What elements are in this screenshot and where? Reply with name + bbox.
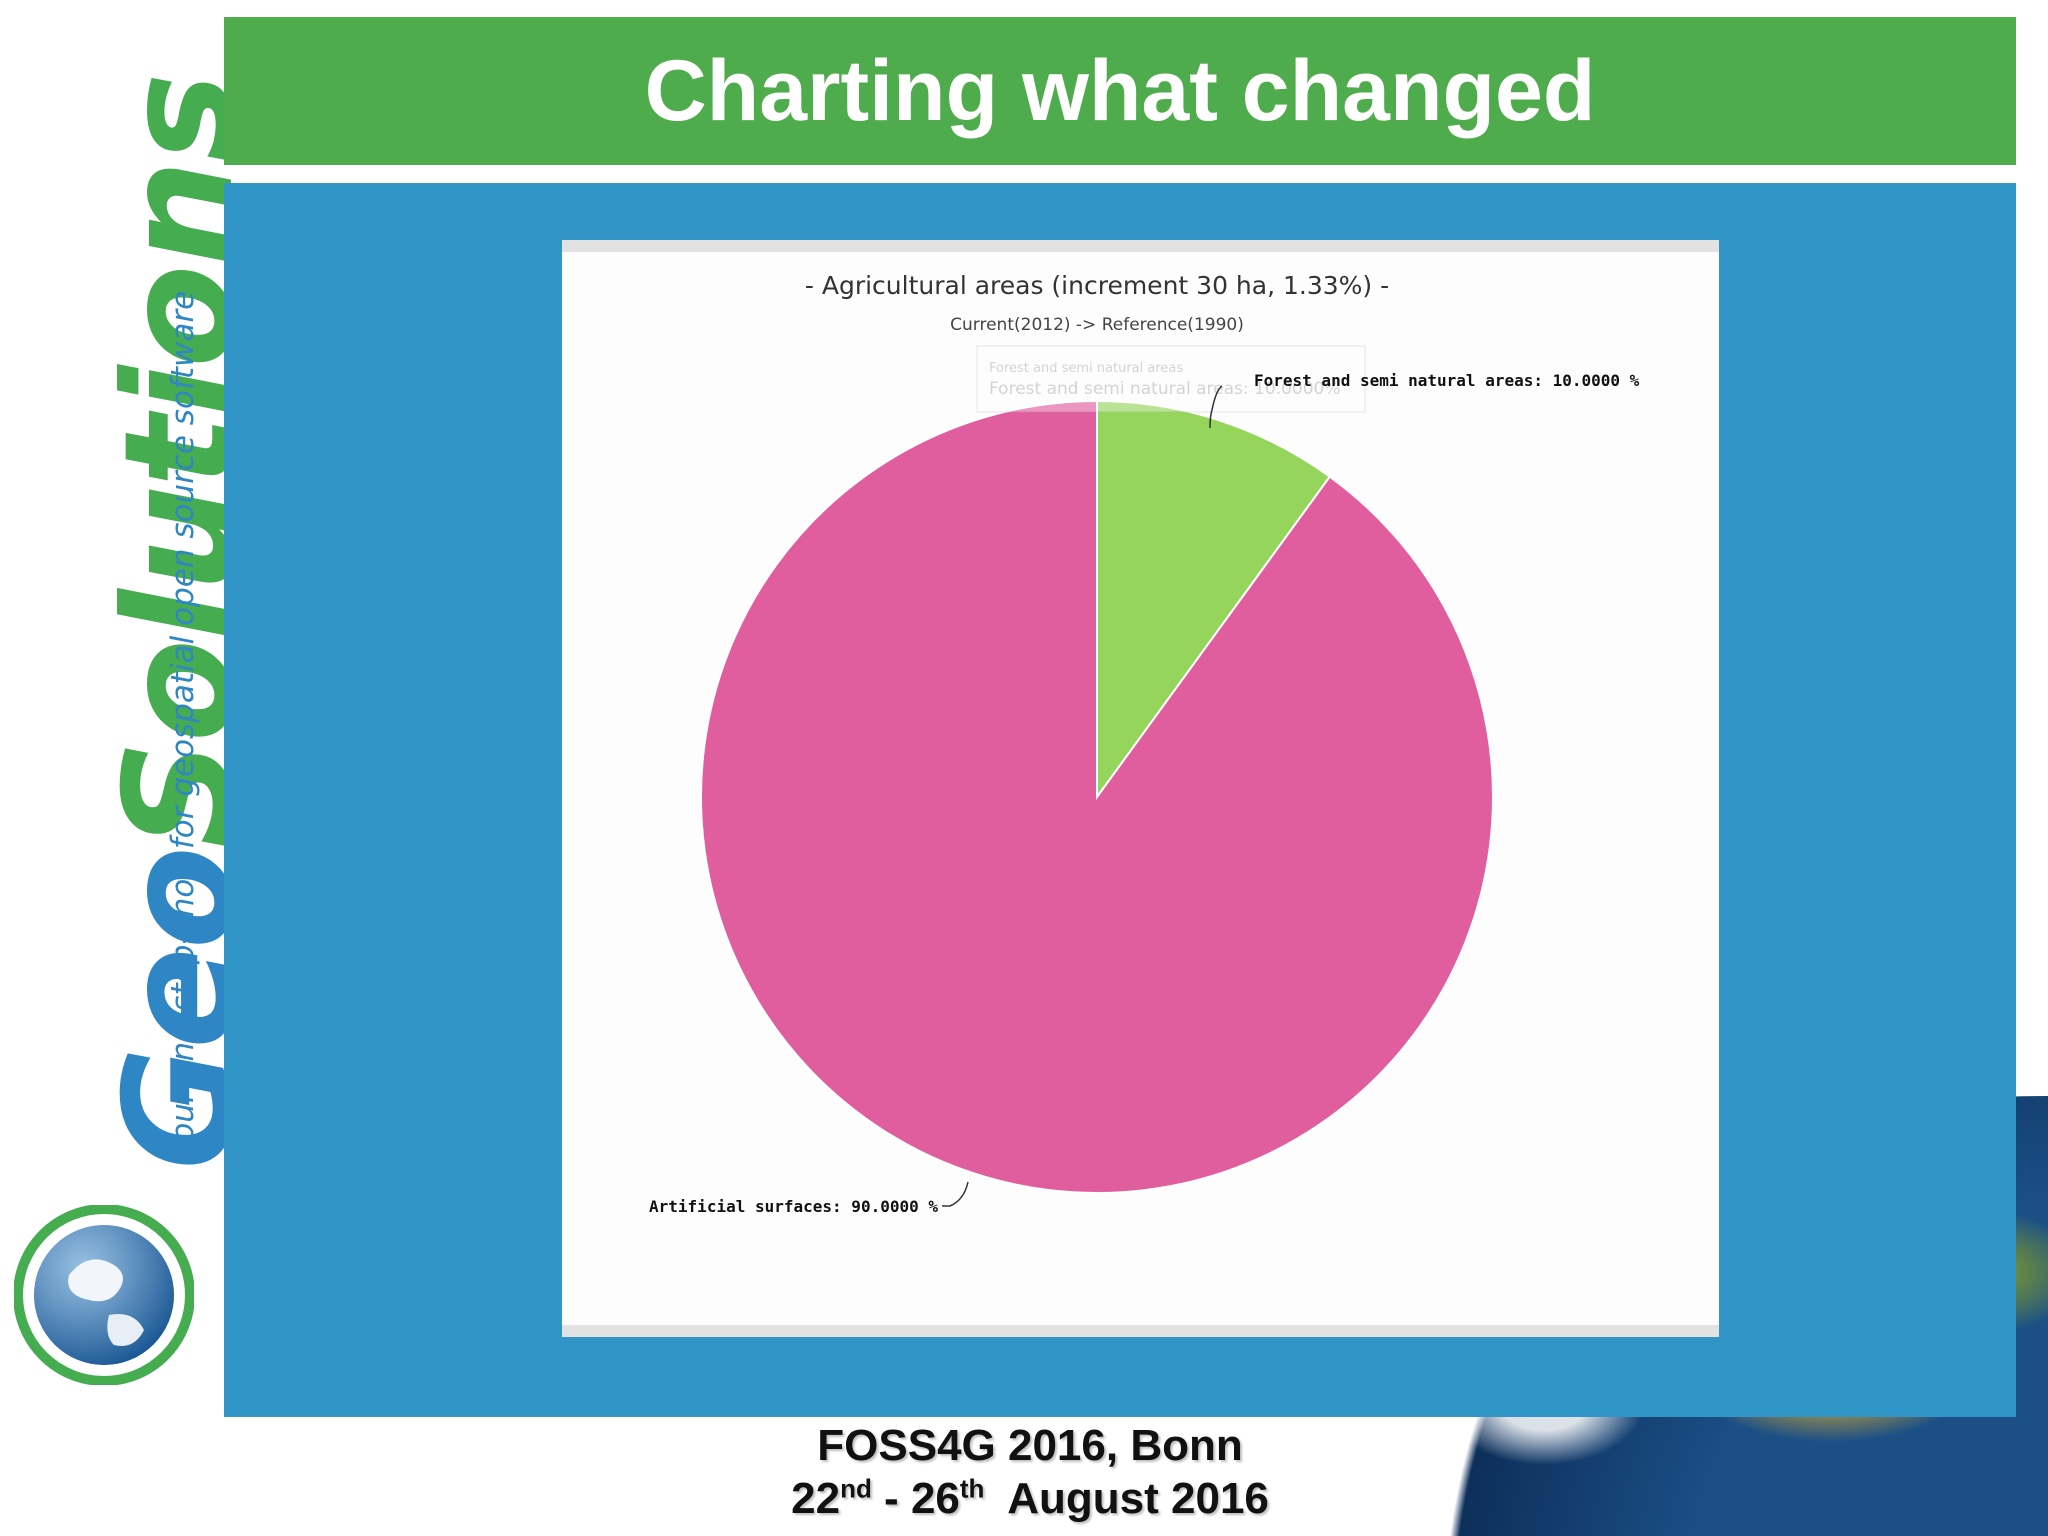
- tooltip-title: Forest and semi natural areas: [989, 361, 1183, 376]
- globe-icon: [14, 1205, 194, 1385]
- footer-day-start-suffix: nd: [840, 1473, 872, 1504]
- title-bar: Charting what changed: [224, 17, 2016, 165]
- pie-slice-artificial[interactable]: [700, 399, 1494, 1194]
- footer-day-end: 26: [910, 1473, 960, 1523]
- footer-separator: -: [871, 1473, 911, 1523]
- footer-line1: FOSS4G 2016, Bonn: [817, 1421, 1243, 1470]
- logo-tagline: your one-stop-shop for geospatial open s…: [165, 290, 201, 1160]
- chart-title: - Agricultural areas (increment 30 ha, 1…: [805, 271, 1389, 300]
- slice-label-artificial: Artificial surfaces: 90.0000 %: [649, 1197, 938, 1216]
- footer-line2: 22nd - 26th August 2016: [720, 1473, 1340, 1526]
- tooltip-text: Forest and semi natural areas: 10.0000%: [989, 379, 1340, 399]
- slide-title: Charting what changed: [644, 42, 1596, 139]
- pie-chart: - Agricultural areas (increment 30 ha, 1…: [649, 271, 1640, 1216]
- leader-line-forest: [1209, 385, 1223, 429]
- pie-slice-forest[interactable]: [1096, 399, 1332, 801]
- footer-month-year: August 2016: [984, 1473, 1269, 1523]
- chart-tooltip: Forest and semi natural areas Forest and…: [976, 345, 1366, 413]
- leader-line-artificial: [942, 1181, 969, 1207]
- slice-label-forest: Forest and semi natural areas: 10.0000 %: [1254, 371, 1640, 390]
- footer-day-start: 22: [791, 1473, 841, 1523]
- chart-subtitle: Current(2012) -> Reference(1990): [950, 315, 1244, 335]
- footer-event: FOSS4G 2016, Bonn 22nd - 26th August 201…: [720, 1420, 1340, 1526]
- footer-day-end-suffix: th: [959, 1473, 985, 1504]
- chart-window: - Agricultural areas (increment 30 ha, 1…: [562, 240, 1719, 1337]
